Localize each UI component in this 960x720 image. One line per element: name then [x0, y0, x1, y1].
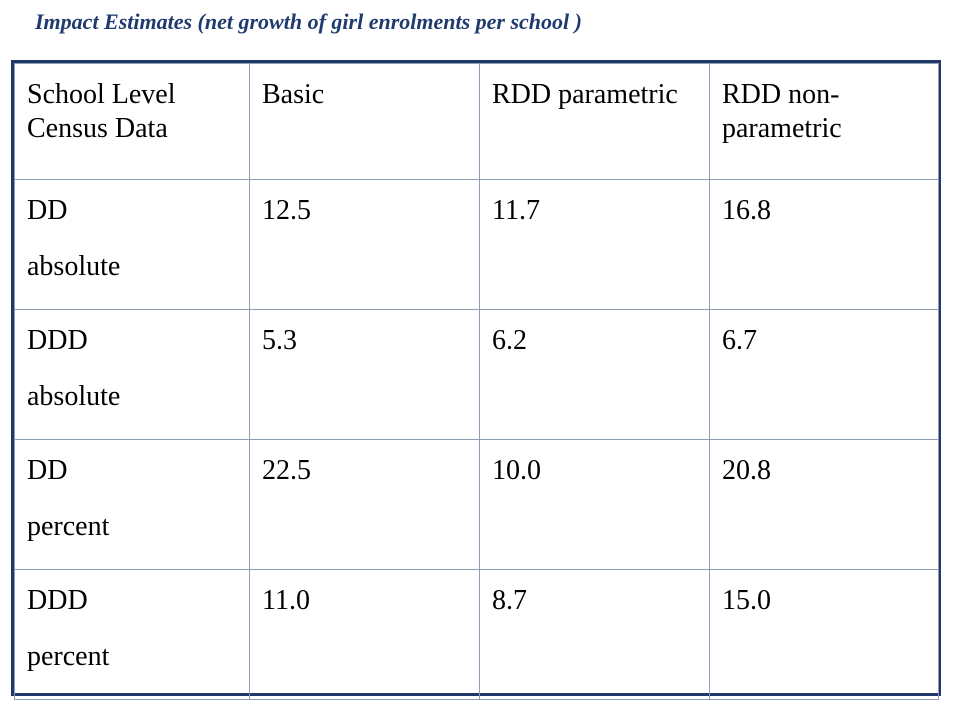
- row-label-estimator: DDD: [27, 585, 88, 616]
- table-row-dd-absolute: DD absolute 12.5 11.7 16.8: [14, 179, 939, 310]
- table-cell-basic: 22.5: [249, 439, 480, 570]
- row-label-cell: DDD absolute: [14, 309, 250, 440]
- row-label-estimator: DD: [27, 455, 68, 486]
- column-header-rdd-parametric: RDD parametric: [479, 63, 710, 180]
- table-row-ddd-percent: DDD percent 11.0 8.7 15.0: [14, 569, 939, 700]
- slide-title: Impact Estimates (net growth of girl enr…: [35, 9, 582, 34]
- row-label-measure: absolute: [27, 381, 121, 412]
- table-cell-basic: 11.0: [249, 569, 480, 700]
- table-cell-basic: 12.5: [249, 179, 480, 310]
- table-cell-rdd-parametric: 11.7: [479, 179, 710, 310]
- estimates-table-frame: School Level Census Data Basic RDD param…: [11, 60, 941, 700]
- row-label-cell: DD percent: [14, 439, 250, 570]
- table-cell-rdd-non-parametric: 20.8: [709, 439, 939, 570]
- row-label-cell: DD absolute: [14, 179, 250, 310]
- table-row-ddd-absolute: DDD absolute 5.3 6.2 6.7: [14, 309, 939, 440]
- table-cell-rdd-non-parametric: 16.8: [709, 179, 939, 310]
- column-header-census-data: School Level Census Data: [14, 63, 250, 180]
- column-header-basic: Basic: [249, 63, 480, 180]
- table-header-row: School Level Census Data Basic RDD param…: [14, 63, 939, 180]
- row-label-cell: DDD percent: [14, 569, 250, 700]
- table-cell-rdd-parametric: 10.0: [479, 439, 710, 570]
- table-cell-rdd-non-parametric: 6.7: [709, 309, 939, 440]
- row-label-estimator: DD: [27, 195, 68, 226]
- row-label-measure: absolute: [27, 251, 121, 282]
- estimates-table: School Level Census Data Basic RDD param…: [14, 63, 939, 700]
- table-cell-rdd-non-parametric: 15.0: [709, 569, 939, 700]
- table-cell-basic: 5.3: [249, 309, 480, 440]
- row-label-measure: percent: [27, 641, 110, 672]
- table-cell-rdd-parametric: 6.2: [479, 309, 710, 440]
- table-row-dd-percent: DD percent 22.5 10.0 20.8: [14, 439, 939, 570]
- row-label-measure: percent: [27, 511, 110, 542]
- table-cell-rdd-parametric: 8.7: [479, 569, 710, 700]
- row-label-estimator: DDD: [27, 325, 88, 356]
- column-header-rdd-non-parametric: RDD non-parametric: [709, 63, 939, 180]
